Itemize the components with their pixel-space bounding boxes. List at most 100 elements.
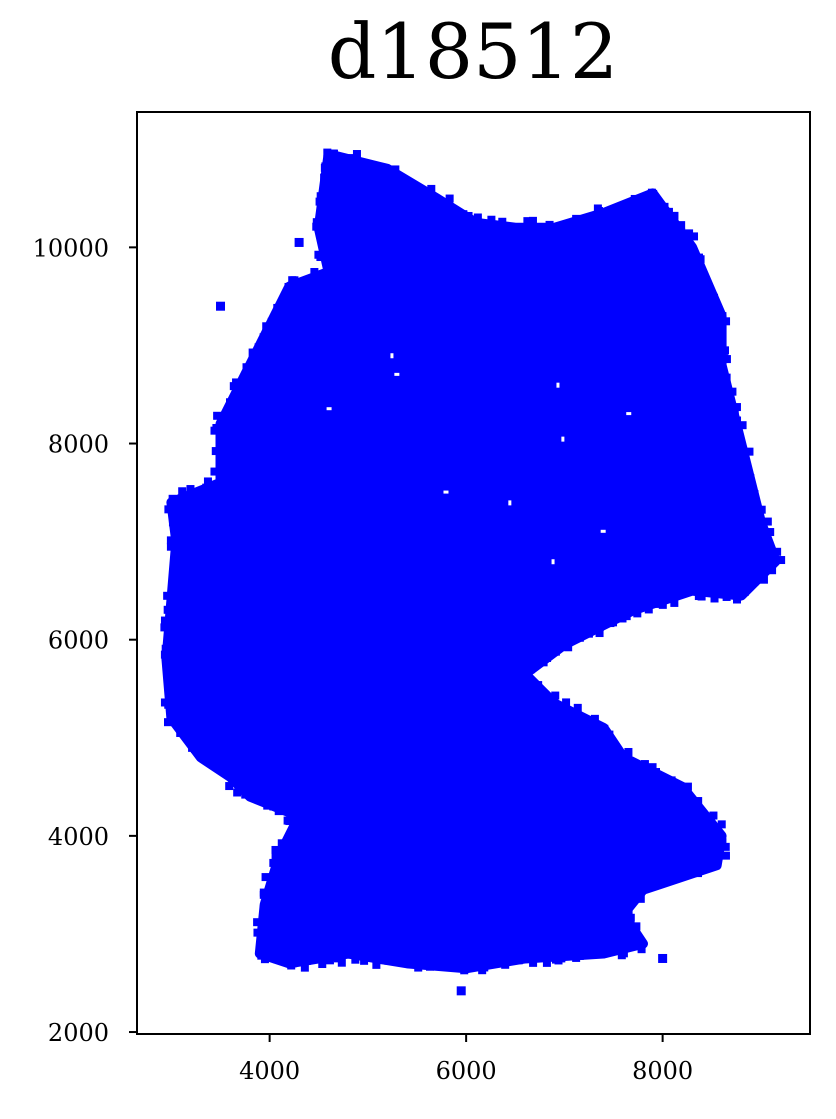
scatter-point	[484, 954, 493, 963]
scatter-point	[263, 801, 272, 810]
scatter-point	[322, 232, 331, 241]
scatter-point	[328, 149, 338, 159]
scatter-point	[324, 203, 333, 212]
scatter-gap	[394, 372, 400, 376]
scatter-point	[160, 698, 169, 707]
scatter-point	[166, 542, 175, 551]
scatter-point	[701, 861, 710, 870]
scatter-point	[622, 612, 631, 621]
scatter-point	[202, 483, 211, 492]
scatter-point	[170, 623, 179, 632]
scatter-point	[244, 369, 253, 378]
scatter-point	[511, 227, 520, 236]
scatter-point	[683, 782, 692, 791]
scatter-point	[670, 598, 679, 607]
scatter-point	[606, 619, 615, 628]
scatter-point	[487, 215, 496, 224]
scatter-point	[535, 691, 544, 700]
scatter-point	[548, 694, 557, 703]
scatter-point	[679, 867, 688, 876]
scatter-point	[523, 217, 532, 226]
scatter-point	[264, 904, 273, 913]
y-tick-label: 10000	[33, 234, 109, 262]
scatter-point	[669, 587, 678, 596]
scatter-point	[222, 764, 231, 773]
scatter-point	[210, 467, 219, 476]
scatter-point	[649, 189, 658, 198]
scatter-point	[427, 184, 436, 193]
scatter-point	[377, 164, 386, 173]
scatter-point	[167, 681, 176, 690]
scatter-point	[750, 512, 759, 521]
scatter-point	[536, 657, 545, 666]
scatter-point	[704, 294, 713, 303]
scatter-point	[170, 501, 179, 510]
scatter-point	[215, 435, 224, 444]
scatter-point	[600, 724, 609, 733]
scatter-point	[253, 918, 262, 927]
scatter-point	[777, 556, 786, 565]
scatter-point	[604, 736, 613, 745]
scatter-gap	[556, 382, 560, 388]
scatter-point	[567, 220, 576, 229]
scatter-point	[625, 895, 634, 904]
scatter-point	[404, 183, 413, 192]
scatter-point	[757, 529, 766, 538]
scatter-point	[290, 824, 299, 833]
scatter-point	[773, 547, 782, 556]
scatter-point	[624, 926, 633, 935]
scatter-point	[738, 421, 747, 430]
scatter-point	[233, 788, 242, 797]
scatter-point	[345, 154, 354, 163]
scatter-point	[456, 986, 466, 996]
scatter-point	[721, 842, 730, 851]
scatter-point	[596, 948, 605, 957]
scatter-point	[218, 449, 227, 458]
scatter-point	[618, 202, 627, 211]
scatter-point	[459, 210, 468, 219]
scatter-point	[318, 960, 327, 969]
scatter-point	[551, 230, 560, 239]
scatter-point	[584, 214, 593, 223]
scatter-point	[425, 962, 434, 971]
scatter-point	[226, 398, 235, 407]
scatter-point	[612, 749, 621, 758]
scatter-point	[391, 953, 400, 962]
scatter-gap	[551, 559, 555, 565]
scatter-point	[736, 449, 745, 458]
scatter-point	[223, 474, 232, 483]
scatter-point	[613, 207, 622, 216]
scatter-point	[450, 206, 459, 215]
scatter-point	[658, 953, 668, 963]
scatter-point	[177, 548, 186, 557]
scatter-point	[259, 905, 268, 914]
scatter-point	[323, 239, 332, 248]
scatter-point	[173, 513, 182, 522]
scatter-point	[167, 590, 176, 599]
scatter-point	[578, 219, 587, 228]
scatter-point	[595, 629, 604, 638]
scatter-point	[307, 275, 316, 284]
scatter-point	[572, 953, 581, 962]
scatter-point	[564, 225, 573, 234]
scatter-point	[559, 222, 568, 231]
scatter-point	[670, 211, 679, 220]
scatter-point	[644, 605, 653, 614]
scatter-point	[376, 954, 385, 963]
scatter-point	[643, 193, 652, 202]
scatter-point	[197, 490, 206, 499]
scatter-point	[408, 958, 417, 967]
scatter-point	[294, 237, 304, 247]
scatter-point	[700, 587, 709, 596]
scatter-point	[575, 633, 584, 642]
scatter-point	[262, 326, 271, 335]
scatter-point	[634, 886, 643, 895]
scatter-point	[185, 728, 194, 737]
scatter-point	[697, 274, 706, 283]
x-tick-label: 4000	[239, 1057, 300, 1085]
scatter-point	[166, 536, 175, 545]
scatter-point	[163, 605, 172, 614]
scatter-point	[473, 213, 482, 222]
scatter-point	[558, 707, 567, 716]
scatter-point	[733, 595, 742, 604]
